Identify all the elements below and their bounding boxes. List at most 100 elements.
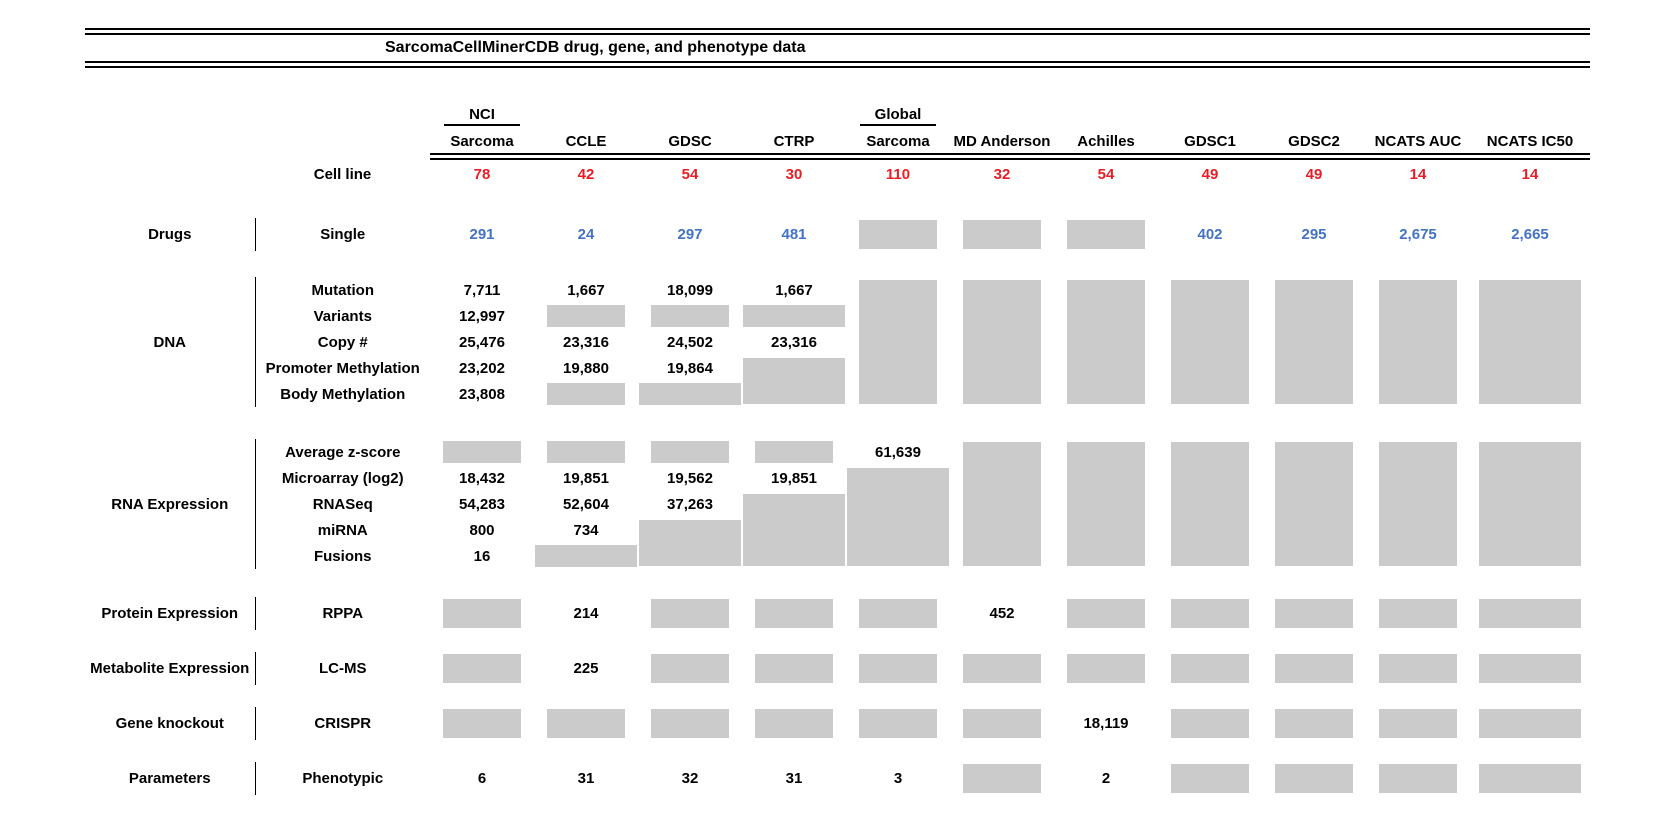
section-spacer — [85, 685, 1590, 707]
column-header: NCATS AUC — [1374, 133, 1462, 150]
column-header-top-cell — [1158, 102, 1262, 126]
missing-data-box — [443, 599, 521, 628]
missing-data-box — [1171, 709, 1249, 738]
missing-data-box — [1171, 764, 1249, 793]
row-label: Phenotypic — [254, 762, 430, 795]
missing-data-box — [639, 520, 741, 566]
cell-line-row: Cell line 78 42 54 30 110 32 54 49 49 14 14 — [85, 160, 1590, 188]
missing-data-box — [1171, 280, 1249, 404]
missing-data-box — [1275, 280, 1353, 404]
data-cell — [1366, 652, 1470, 685]
missing-data-box — [963, 654, 1041, 683]
data-cell — [1158, 277, 1262, 407]
data-cell: 18,119 — [1083, 715, 1129, 732]
data-cell — [950, 652, 1054, 685]
missing-data-box — [1171, 442, 1249, 566]
column-header-top-cell — [534, 102, 638, 126]
missing-data-box — [743, 305, 845, 327]
cell-line-count: 49 — [1201, 165, 1219, 183]
data-cell — [1158, 707, 1262, 740]
data-row: Fusions 16 — [85, 543, 1590, 569]
figure-title: SarcomaCellMinerCDB drug, gene, and phen… — [385, 39, 806, 56]
column-header: NCATS IC50 — [1486, 133, 1574, 150]
data-cell — [1366, 707, 1470, 740]
column-header-top-cell — [950, 102, 1054, 126]
data-cell: 23,808 — [459, 385, 505, 403]
data-cell — [742, 707, 846, 740]
data-cell — [742, 597, 846, 630]
column-header-top-cell: Global — [846, 102, 950, 126]
figure-page: { "chart_data": { "type": "table", "titl… — [0, 28, 1669, 828]
data-row: Variants 12,997 — [85, 303, 1590, 329]
data-cell: 2,665 — [1511, 226, 1549, 243]
data-cell — [1470, 707, 1590, 740]
missing-data-box — [547, 709, 625, 738]
row-label: LC-MS — [254, 652, 430, 685]
missing-data-box — [963, 220, 1041, 249]
missing-data-box — [1275, 764, 1353, 793]
data-row: Protein Expression RPPA 214 452 — [85, 597, 1590, 630]
data-cell — [742, 439, 846, 465]
data-cell — [1158, 652, 1262, 685]
column-header: GDSC — [668, 133, 712, 150]
data-cell — [534, 707, 638, 740]
data-row: Copy # 25,476 23,316 24,502 23,316 — [85, 329, 1590, 355]
data-cell: 52,604 — [563, 495, 609, 513]
data-cell: 481 — [781, 226, 807, 243]
data-cell: 297 — [677, 226, 703, 243]
data-cell — [846, 218, 950, 251]
data-cell: 31 — [785, 770, 803, 787]
missing-data-box — [1379, 709, 1457, 738]
data-cell — [1054, 277, 1158, 407]
data-cell — [534, 303, 638, 329]
section-spacer — [85, 740, 1590, 762]
missing-data-box — [443, 709, 521, 738]
missing-data-box — [755, 654, 833, 683]
data-cell — [742, 355, 846, 407]
double-rule — [430, 153, 1590, 160]
cell-line-label: Cell line — [313, 165, 372, 183]
header-row-top: NCI Global — [85, 102, 1590, 126]
data-cell — [1158, 439, 1262, 569]
missing-data-box — [963, 764, 1041, 793]
missing-data-box — [547, 441, 625, 463]
data-cell: 291 — [469, 226, 495, 243]
missing-data-box — [535, 545, 637, 567]
column-header: Sarcoma — [866, 133, 930, 150]
data-cell: 2 — [1101, 770, 1111, 787]
data-cell — [430, 597, 534, 630]
data-cell — [846, 597, 950, 630]
data-row: RNASeq 54,283 52,604 37,263 — [85, 491, 1590, 566]
missing-data-box — [639, 383, 741, 405]
data-row: miRNA 800 734 — [85, 517, 1590, 566]
data-cell — [846, 652, 950, 685]
missing-data-box — [1379, 442, 1457, 566]
column-header-top-cell — [1054, 102, 1158, 126]
column-header-line1: Global — [860, 106, 936, 126]
missing-data-box — [1379, 764, 1457, 793]
column-header: Sarcoma — [450, 133, 514, 150]
data-cell — [1470, 597, 1590, 630]
cell-line-count: 54 — [1097, 165, 1115, 183]
missing-data-box — [1275, 442, 1353, 566]
figure-table: SarcomaCellMinerCDB drug, gene, and phen… — [85, 28, 1590, 795]
column-header: GDSC1 — [1184, 133, 1236, 150]
data-cell: 37,263 — [667, 495, 713, 513]
data-cell: 2,675 — [1399, 226, 1437, 243]
data-cell — [950, 218, 1054, 251]
data-cell — [430, 439, 534, 465]
data-cell — [742, 652, 846, 685]
data-cell — [1158, 762, 1262, 795]
data-cell — [1158, 597, 1262, 630]
row-label: Fusions — [254, 543, 430, 569]
missing-data-box — [1275, 654, 1353, 683]
row-label: Variants — [254, 303, 430, 329]
missing-data-box — [1479, 709, 1581, 738]
data-cell: 19,880 — [563, 359, 609, 377]
data-cell — [638, 303, 742, 329]
section-spacer — [85, 188, 1590, 218]
section-label: Drugs — [148, 226, 192, 243]
data-row: DNA Mutation 7,711 1,667 18,099 1,667 — [85, 277, 1590, 404]
missing-data-box — [847, 468, 949, 566]
missing-data-box — [963, 280, 1041, 404]
